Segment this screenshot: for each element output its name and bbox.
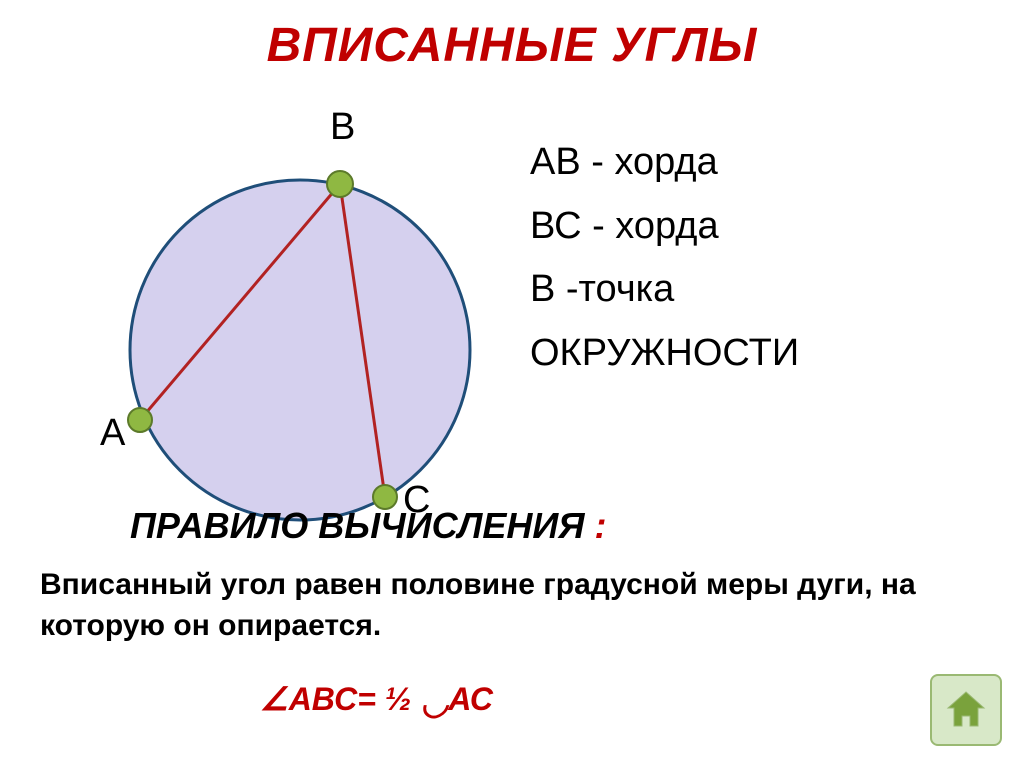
- diagram-svg: А В С: [40, 90, 500, 530]
- page-title: ВПИСАННЫЕ УГЛЫ: [0, 0, 1024, 73]
- fact-line-0: АВ - хорда: [530, 140, 990, 186]
- rule-body: Вписанный угол равен половине градусной …: [40, 565, 960, 646]
- formula-lhs: АВС= ½: [289, 681, 421, 717]
- formula-rhs: АС: [448, 681, 493, 717]
- title-text: ВПИСАННЫЕ УГЛЫ: [267, 19, 758, 72]
- home-icon: [942, 686, 990, 734]
- facts-block: АВ - хорда ВС - хорда В -точка ОКРУЖНОСТ…: [530, 140, 990, 394]
- point-a: [128, 408, 152, 432]
- home-button[interactable]: [930, 674, 1002, 746]
- rule-colon: :: [585, 505, 607, 546]
- arc-symbol: ◡: [420, 685, 448, 721]
- label-b: В: [330, 106, 355, 148]
- fact-line-3: ОКРУЖНОСТИ: [530, 331, 990, 377]
- fact-line-1: ВС - хорда: [530, 204, 990, 250]
- rule-heading-text: ПРАВИЛО ВЫЧИСЛЕНИЯ: [130, 505, 585, 546]
- diagram: А В С: [40, 90, 500, 510]
- rule-heading: ПРАВИЛО ВЫЧИСЛЕНИЯ :: [130, 505, 607, 547]
- fact-line-2: В -точка: [530, 267, 990, 313]
- angle-symbol: ∠: [260, 681, 289, 717]
- formula: ∠АВС= ½ ◡АС: [260, 680, 493, 718]
- point-b: [327, 171, 353, 197]
- label-a: А: [100, 412, 126, 454]
